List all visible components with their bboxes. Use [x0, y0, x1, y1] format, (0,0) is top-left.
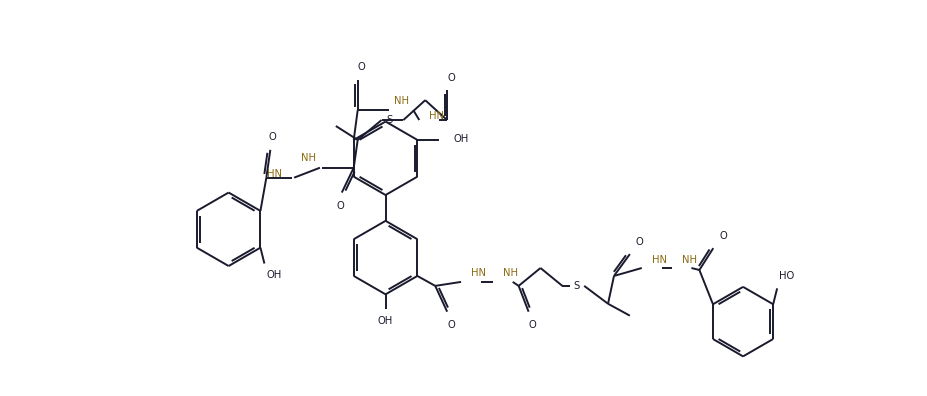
Text: NH: NH	[502, 268, 518, 278]
Text: NH: NH	[394, 96, 409, 106]
Text: NH: NH	[301, 153, 316, 163]
Text: OH: OH	[266, 270, 282, 280]
Text: HN: HN	[652, 255, 667, 265]
Text: OH: OH	[453, 134, 468, 144]
Text: O: O	[528, 320, 537, 329]
Text: O: O	[447, 73, 455, 83]
Text: O: O	[269, 132, 276, 142]
Text: O: O	[447, 320, 455, 329]
Text: OH: OH	[378, 316, 393, 326]
Text: HN: HN	[267, 169, 282, 179]
Text: O: O	[358, 63, 365, 72]
Text: O: O	[719, 231, 727, 241]
Text: NH: NH	[681, 255, 696, 265]
Text: S: S	[387, 115, 393, 125]
Text: S: S	[573, 281, 579, 291]
Text: HN: HN	[471, 268, 486, 278]
Text: HN: HN	[429, 111, 444, 121]
Text: HO: HO	[779, 271, 794, 282]
Text: O: O	[337, 202, 345, 211]
Text: O: O	[636, 237, 643, 247]
